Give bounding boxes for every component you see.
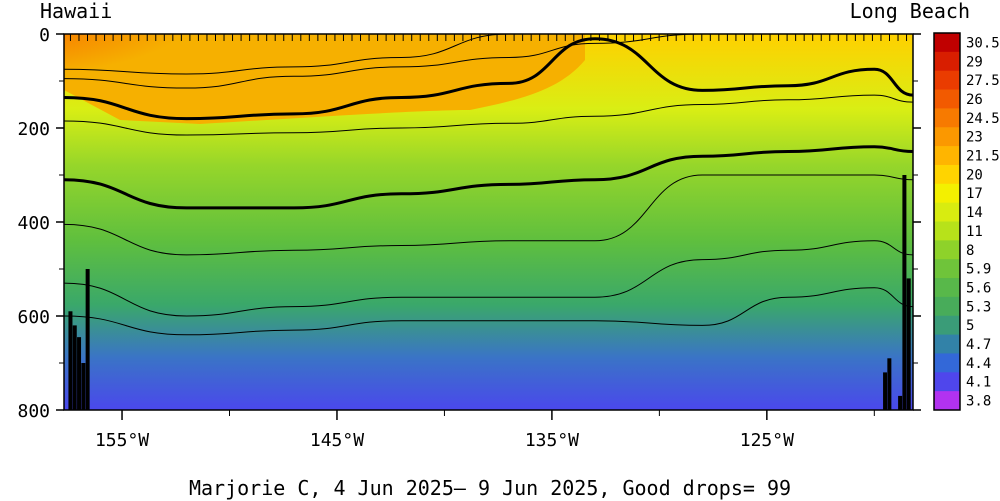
- colorbar-label-13: 5.6: [966, 280, 991, 296]
- colorbar-label-3: 26: [966, 92, 983, 108]
- colorbar-label-8: 17: [966, 186, 983, 202]
- colorbar-label-16: 4.7: [966, 337, 991, 353]
- colorbar-cell-16: [934, 334, 960, 354]
- bottom-spike-4: [85, 269, 90, 410]
- x-tick-label-3: 125°W: [740, 430, 794, 451]
- bottom-spikes: [68, 175, 911, 410]
- y-tick-label-3: 600: [17, 307, 50, 328]
- colorbar-cell-8: [934, 183, 960, 204]
- isotherm-17: [64, 94, 913, 136]
- right-location-label: Long Beach: [850, 0, 970, 23]
- colorbar-cell-17: [934, 353, 960, 373]
- colorbar-label-2: 27.5: [966, 73, 1000, 89]
- colorbar-label-4: 24.5: [966, 111, 1000, 127]
- colorbar-cell-3: [934, 89, 960, 109]
- y-tick-label-4: 800: [17, 401, 50, 422]
- bottom-spike-7: [898, 395, 903, 410]
- colorbar-label-7: 20: [966, 167, 983, 183]
- colorbar-cell-2: [934, 70, 960, 91]
- colorbar-cell-7: [934, 164, 960, 185]
- colorbar-cell-10: [934, 221, 960, 241]
- isotherm-5.9: [64, 287, 913, 336]
- bottom-spike-1: [72, 325, 77, 410]
- colorbar-label-10: 11: [966, 224, 983, 240]
- colorbar-label-9: 14: [966, 205, 983, 221]
- drop-marks: [69, 34, 908, 41]
- x-tick-label-2: 135°W: [525, 430, 579, 451]
- colorbar-label-19: 3.8: [966, 394, 991, 410]
- colorbar-cell-6: [934, 146, 960, 166]
- bottom-spike-8: [902, 175, 907, 410]
- y-tick-label-0: 0: [39, 25, 50, 46]
- y-tick-label-1: 200: [17, 119, 50, 140]
- colorbar-label-17: 4.4: [966, 356, 991, 372]
- colorbar-label-6: 21.5: [966, 149, 1000, 165]
- colorbar-label-18: 4.1: [966, 375, 991, 391]
- colorbar-cell-12: [934, 259, 960, 279]
- bottom-spike-5: [883, 372, 888, 410]
- isotherm-14: [64, 145, 913, 210]
- colorbar: 30.5 29 27.5 26 24.5 23 21.5 20 17 14 11 8 5.9 5.6 5.3…: [933, 32, 1000, 411]
- colorbar-frame: [933, 32, 961, 411]
- y-tick-label-2: 400: [17, 213, 50, 234]
- bottom-spike-0: [68, 311, 73, 410]
- colorbar-cell-1: [934, 51, 960, 72]
- colorbar-cell-0: [934, 33, 960, 53]
- colorbar-label-1: 29: [966, 54, 983, 70]
- colorbar-label-15: 5: [966, 318, 974, 334]
- colorbar-cell-14: [934, 296, 960, 317]
- colorbar-cell-15: [934, 315, 960, 336]
- colorbar-label-12: 5.9: [966, 262, 991, 278]
- colorbar-label-14: 5.3: [966, 299, 991, 315]
- colorbar-cell-9: [934, 202, 960, 222]
- footer-caption: Marjorie C, 4 Jun 2025— 9 Jun 2025, Good…: [189, 476, 791, 500]
- colorbar-cell-11: [934, 240, 960, 260]
- isotherm-8: [64, 240, 913, 317]
- colorbar-cell-18: [934, 372, 960, 392]
- bottom-spike-2: [77, 337, 82, 410]
- colorbar-label-0: 30.5: [966, 35, 1000, 51]
- x-tick-label-0: 155°W: [95, 430, 149, 451]
- bottom-spike-6: [887, 358, 892, 410]
- bottom-spike-9: [906, 278, 911, 410]
- x-tick-label-1: 145°W: [310, 430, 364, 451]
- bottom-spike-3: [81, 363, 86, 410]
- plot-area: [64, 34, 913, 410]
- isotherm-20: [64, 37, 913, 121]
- colorbar-cell-4: [934, 108, 960, 128]
- warm-core-patch: [64, 34, 310, 106]
- colorbar-cell-19: [934, 391, 960, 411]
- isotherm-11: [64, 174, 913, 256]
- left-location-label: Hawaii: [40, 0, 112, 23]
- colorbar-label-5: 23: [966, 130, 983, 146]
- colorbar-cell-13: [934, 278, 960, 298]
- colorbar-cell-5: [934, 127, 960, 147]
- colorbar-label-11: 8: [966, 243, 974, 259]
- y-axis: 0 200 400 600 800: [17, 25, 921, 422]
- x-axis: 155°W 145°W 135°W 125°W: [95, 410, 875, 451]
